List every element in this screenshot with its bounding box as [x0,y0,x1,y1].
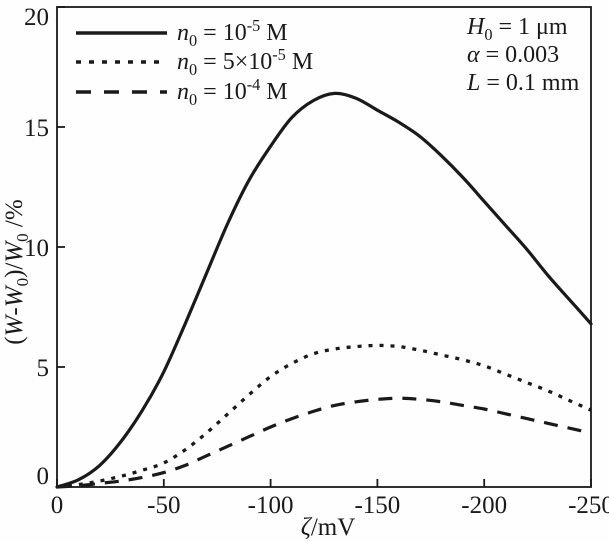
y-tick-label: 15 [24,115,49,142]
series-line-dashed [56,396,592,489]
x-tick-label: 0 [51,492,64,519]
y-axis-label: (W-W0)/W0 /% [1,199,32,344]
legend: n0 = 10-5 Mn0 = 5×10-5 Mn0 = 10-4 M [76,16,313,109]
x-tick-label: -50 [147,492,180,519]
x-tick-label: -200 [461,492,507,519]
y-tick-label: 20 [24,4,49,31]
x-tick-label: -100 [248,492,294,519]
x-axis: 0 -50 -100 -150 -200 -250 [51,479,609,519]
y-tick-label: 0 [37,463,50,490]
x-axis-label: ζ/mV [301,514,356,541]
annotation-line: α = 0.003 [467,42,559,68]
x-tick-label: -150 [354,492,400,519]
annotation-line: H0 = 1 μm [466,14,568,44]
y-tick-label: 10 [24,235,49,262]
series-line-dotted [56,343,592,489]
y-axis: 0 5 10 15 20 [24,4,65,490]
legend-label: n0 = 10-5 M [177,16,288,50]
annotation-line: L = 0.1 mm [466,70,580,96]
y-tick-label: 5 [37,355,50,382]
legend-label: n0 = 5×10-5 M [177,45,313,79]
legend-label: n0 = 10-4 M [177,75,288,109]
series-line-solid [55,91,593,489]
x-tick-label: -250 [568,492,609,519]
